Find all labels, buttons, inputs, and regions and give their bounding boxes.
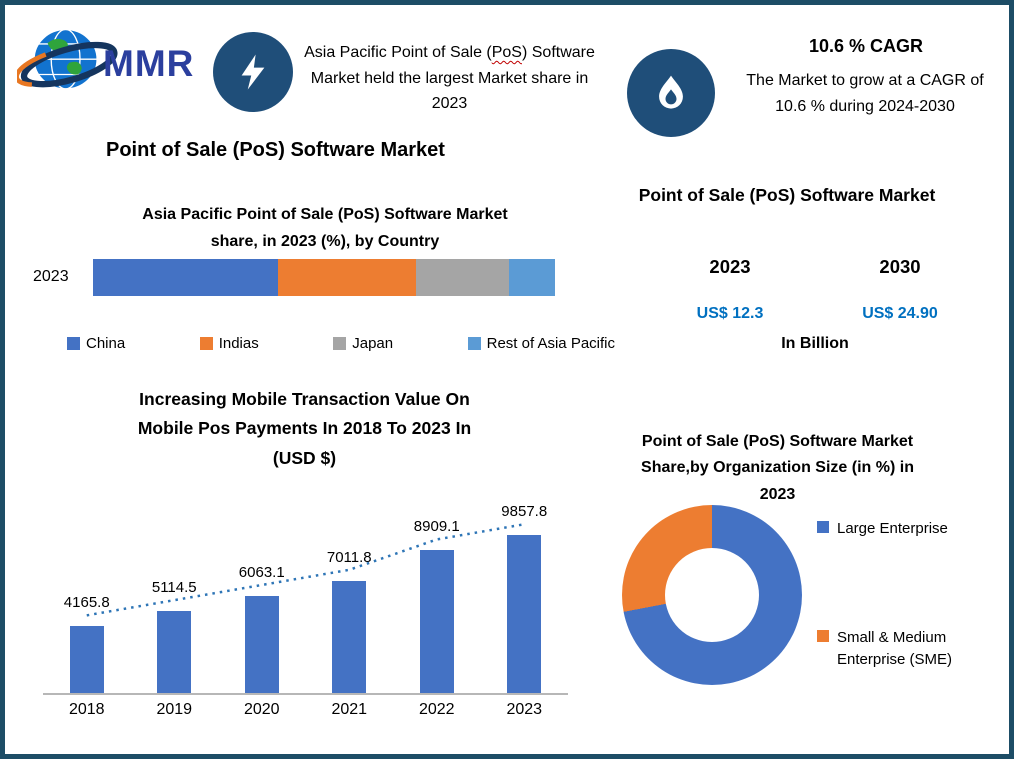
bar — [69, 626, 104, 693]
legend-swatch — [67, 337, 80, 350]
column-chart-title-line-2: Mobile Pos Payments In 2018 To 2023 In — [137, 418, 472, 439]
headline-prefix: Asia Pacific Point of Sale ( — [304, 44, 492, 61]
bar-value-label: 8909.1 — [413, 518, 460, 536]
donut-chart-title-line-2: Share,by Organization Size (in %) in — [641, 459, 914, 477]
legend-label: Rest of Asia Pacific — [486, 335, 615, 352]
cagr-title: 10.6 % CAGR — [808, 36, 924, 56]
bar-column: 9857.8 — [481, 497, 569, 693]
forecast-values: US$ 12.3 US$ 24.90 — [645, 305, 985, 323]
bar-value-label: 7011.8 — [326, 548, 372, 566]
legend-swatch — [467, 337, 481, 350]
donut-chart — [622, 505, 802, 685]
forecast-value-2023: US$ 12.3 — [696, 305, 764, 322]
bar-value-label: 5114.5 — [151, 579, 197, 597]
bolt-badge — [213, 32, 293, 112]
stacked-chart-title: Asia Pacific Point of Sale (PoS) Softwar… — [75, 201, 575, 255]
cagr-line-2: 10.6 % during 2024-2030 — [775, 97, 955, 115]
forecast-value-2030: US$ 24.90 — [862, 305, 938, 322]
legend-item: Japan — [333, 335, 393, 352]
headline-pos: PoS — [491, 44, 522, 61]
donut-chart-title: Point of Sale (PoS) Software Market Shar… — [605, 429, 950, 508]
donut-hole — [665, 548, 759, 642]
bar-value-label: 6063.1 — [238, 564, 285, 581]
bar — [507, 535, 542, 693]
donut-legend-swatch-large — [817, 521, 829, 533]
right-section-title: Point of Sale (PoS) Software Market — [638, 185, 936, 205]
x-axis-label: 2022 — [418, 701, 455, 718]
lightning-icon — [241, 54, 265, 90]
donut-legend-sme-line-2: Enterprise (SME) — [837, 650, 953, 668]
mmr-logo: MMR — [17, 15, 194, 107]
bar-column: 8909.1 — [393, 497, 481, 693]
stacked-chart-title-line-2: share, in 2023 (%), by Country — [210, 233, 440, 251]
donut-chart-title-line-1: Point of Sale (PoS) Software Market — [641, 433, 914, 450]
bar-column: 5114.5 — [131, 497, 219, 693]
forecast-years: 2023 2030 — [645, 256, 985, 278]
bar — [332, 580, 367, 693]
legend-swatch — [333, 337, 347, 350]
donut-legend-sme-line-1: Small & Medium — [837, 629, 947, 646]
column-chart-title-line-3: (USD $) — [272, 447, 337, 468]
stacked-bar-category: 2023 — [33, 268, 69, 285]
country-legend: China Indias Japan Rest of Asia Pacific — [67, 335, 615, 352]
donut-legend-large: Large Enterprise — [817, 518, 948, 540]
donut-legend-swatch-sme — [817, 630, 829, 642]
bar-value-label: 9857.8 — [501, 503, 548, 521]
stacked-segment-rest-of-asia-pacific — [508, 259, 555, 296]
bar — [157, 611, 192, 693]
bar — [419, 550, 454, 693]
stacked-segment-indias — [277, 259, 417, 296]
legend-item: Rest of Asia Pacific — [467, 335, 615, 352]
left-section-title: Point of Sale (PoS) Software Market — [106, 139, 445, 161]
donut-legend-sme: Small & Medium Enterprise (SME) — [817, 627, 952, 671]
x-axis-label: 2021 — [331, 701, 368, 718]
legend-swatch — [199, 337, 213, 350]
x-axis-label: 2023 — [506, 701, 543, 718]
x-axis-label: 2018 — [68, 701, 105, 718]
flame-icon — [659, 75, 683, 109]
stacked-segment-japan — [416, 259, 509, 296]
legend-label: Japan — [352, 335, 394, 352]
flame-badge — [627, 49, 715, 137]
bar-column: 4165.8 — [43, 497, 131, 693]
unit-label: In Billion — [781, 335, 849, 352]
cagr-line-1: The Market to grow at a CAGR of — [746, 72, 984, 89]
bar-value-label: 4165.8 — [63, 594, 110, 612]
legend-label: Indias — [218, 335, 259, 352]
legend-item: Indias — [199, 335, 259, 352]
stacked-chart-title-line-1: Asia Pacific Point of Sale (PoS) Softwar… — [142, 206, 508, 223]
bar-column: 6063.1 — [218, 497, 306, 693]
column-chart-plot: 4165.8 5114.5 6063.1 7011.8 8909.1 9857.8 — [43, 497, 568, 695]
legend-label: China — [86, 335, 126, 352]
cagr-text: The Market to grow at a CAGR of 10.6 % d… — [715, 68, 1009, 120]
donut-legend-label-large: Large Enterprise — [837, 520, 948, 537]
globe-icon — [17, 28, 118, 90]
x-axis-label: 2019 — [156, 701, 193, 718]
stacked-segment-china — [93, 259, 278, 296]
donut-legend-label-sme: Small & Medium Enterprise (SME) — [837, 627, 952, 671]
donut-chart-title-line-3: 2023 — [759, 485, 796, 503]
x-axis-label: 2020 — [243, 701, 280, 718]
legend-item: China — [67, 335, 125, 352]
column-chart-x-axis: 2018 2019 2020 2021 2022 2023 — [43, 701, 568, 719]
forecast-year-2030: 2030 — [879, 256, 921, 277]
bar — [244, 596, 279, 693]
logo-text: MMR — [103, 43, 195, 84]
forecast-year-2023: 2023 — [709, 256, 751, 277]
stacked-bar — [93, 259, 555, 296]
headline-suffix: ) Software Market held the largest Marke… — [310, 44, 595, 113]
column-chart-title-line-1: Increasing Mobile Transaction Value On — [139, 389, 470, 409]
headline-apac: Asia Pacific Point of Sale (PoS) Softwar… — [302, 40, 597, 117]
bar-column: 7011.8 — [306, 497, 394, 693]
column-chart-title: Increasing Mobile Transaction Value On M… — [77, 385, 532, 473]
